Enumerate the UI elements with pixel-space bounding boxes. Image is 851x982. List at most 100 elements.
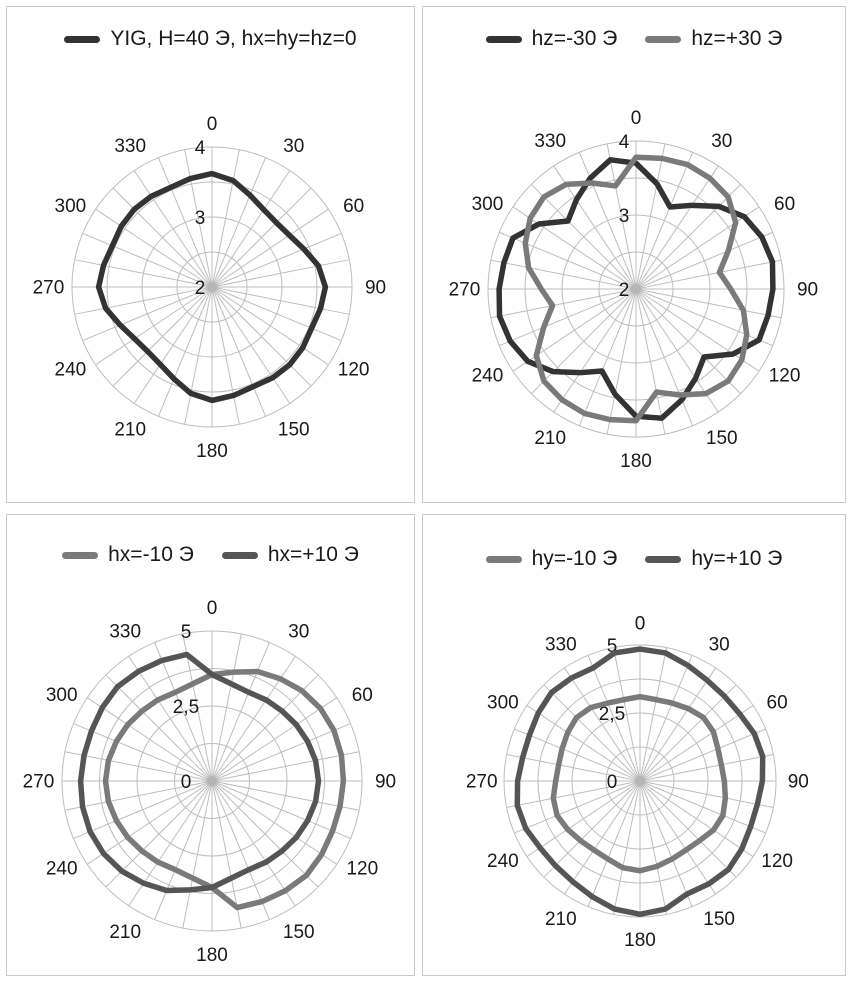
grid-spoke <box>639 780 737 878</box>
grid-spoke <box>211 780 351 839</box>
grid-spoke <box>543 684 641 782</box>
angle-label: 0 <box>207 114 218 135</box>
angle-label: 150 <box>706 428 738 449</box>
grid-spoke <box>635 288 782 319</box>
legend-item-hx-plus: hx=+10 Э <box>221 543 359 567</box>
grid-spoke <box>530 183 637 290</box>
radial-tick-label: 2,5 <box>173 697 199 718</box>
radial-tick-label: 4 <box>195 138 206 159</box>
grid-spoke <box>128 656 213 782</box>
angle-label: 270 <box>33 278 65 299</box>
grid-spoke <box>526 705 641 782</box>
angle-label: 0 <box>635 613 646 634</box>
angle-label: 270 <box>466 772 498 793</box>
grid-spoke <box>639 780 766 834</box>
angle-label: 240 <box>472 365 504 386</box>
grid-spoke <box>211 232 342 288</box>
grid-spoke <box>635 259 782 290</box>
angle-label: 330 <box>109 621 141 642</box>
grid-spoke <box>211 170 291 288</box>
grid-spoke <box>184 149 213 288</box>
grid-spoke <box>578 152 637 290</box>
angle-label: 90 <box>375 772 396 793</box>
grid-spoke <box>639 684 737 782</box>
grid-spoke <box>211 149 240 288</box>
grid-spoke <box>639 647 668 782</box>
radar-plot: 2 3 40 30 60 90 120 150 180 210 240 270 300 330 <box>449 108 819 472</box>
grid-spoke <box>639 728 766 782</box>
grid-spoke <box>211 286 240 425</box>
grid-spoke <box>639 705 754 782</box>
grid-spoke <box>73 723 213 782</box>
angle-label: 30 <box>283 136 304 157</box>
radial-tick-label: 0 <box>607 772 618 793</box>
grid-spoke <box>639 667 716 782</box>
grid-spoke <box>154 642 213 782</box>
grid-spoke <box>635 165 719 290</box>
grid-spoke <box>211 286 267 417</box>
grid-spoke <box>211 780 270 920</box>
legend-item-hy-plus: hy=+10 Э <box>645 547 782 571</box>
grid-spoke <box>506 753 641 782</box>
grid-spoke <box>211 259 350 288</box>
grid-spoke <box>211 751 360 782</box>
angle-label: 0 <box>207 598 218 619</box>
grid-spoke <box>506 780 641 809</box>
grid-spoke <box>512 288 637 372</box>
legend-label: hz=+30 Э <box>691 27 783 50</box>
angle-label: 210 <box>114 419 146 440</box>
grid-spoke <box>112 286 213 387</box>
grid-spoke <box>553 288 637 413</box>
grid-spoke <box>635 288 773 347</box>
center-dot <box>631 284 641 294</box>
angle-label: 90 <box>365 278 386 299</box>
grid-spoke <box>95 208 213 288</box>
grid-spoke <box>211 286 329 366</box>
grid-spoke <box>490 288 637 319</box>
angle-label: 210 <box>545 909 577 930</box>
angle-label: 240 <box>46 858 78 879</box>
angle-label: 180 <box>196 945 228 966</box>
legend-swatch <box>221 551 258 559</box>
grid-spoke <box>211 723 351 782</box>
legend: YIG, H=40 Э, hx=hy=hz=0 <box>7 27 414 51</box>
grid-spoke <box>82 232 213 288</box>
grid-spoke <box>154 780 213 920</box>
grid-spoke <box>211 780 319 888</box>
radial-tick-label: 3 <box>195 208 206 229</box>
grid-spoke <box>635 288 666 435</box>
legend-label: YIG, H=40 Э, hx=hy=hz=0 <box>110 27 357 50</box>
grid-spoke <box>635 143 666 290</box>
legend-swatch <box>62 551 99 559</box>
grid-spoke <box>564 780 641 895</box>
center-dot <box>207 776 217 786</box>
angle-label: 180 <box>196 441 228 462</box>
grid-spoke <box>612 780 641 915</box>
grid-spoke <box>211 157 267 288</box>
legend-label: hx=-10 Э <box>108 543 194 566</box>
grid-spoke <box>499 231 637 290</box>
legend-label: hx=+10 Э <box>267 543 359 566</box>
radar-chart-panel-1: YIG, H=40 Э, hx=hy=hz=0 2 3 4 0 30 60 90 120 150… <box>6 6 415 503</box>
legend-label: hy=-10 Э <box>531 547 618 570</box>
angle-label: 120 <box>769 365 801 386</box>
grid-spoke <box>499 288 637 347</box>
grid-spoke <box>211 286 350 315</box>
grid-spoke <box>157 157 213 288</box>
grid-spoke <box>87 697 213 782</box>
grid-spoke <box>639 780 774 809</box>
grid-spoke <box>211 780 296 906</box>
grid-spoke <box>211 286 291 404</box>
angle-label: 150 <box>703 909 735 930</box>
radial-tick-label: 5 <box>181 622 192 643</box>
angle-label: 270 <box>23 772 55 793</box>
angle-label: 30 <box>711 131 732 152</box>
angle-label: 90 <box>797 280 818 301</box>
grid-spoke <box>635 288 742 395</box>
series-line <box>77 651 322 894</box>
angle-label: 30 <box>709 635 730 656</box>
angle-label: 300 <box>487 692 519 713</box>
grid-spoke <box>105 674 213 782</box>
angle-label: 270 <box>449 280 481 301</box>
